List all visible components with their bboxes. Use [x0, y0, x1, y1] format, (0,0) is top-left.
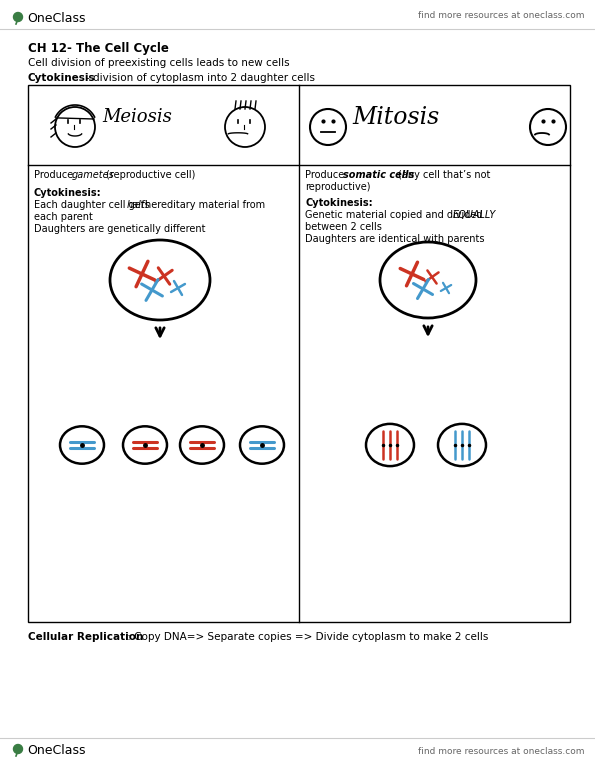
Text: - division of cytoplasm into 2 daughter cells: - division of cytoplasm into 2 daughter … [86, 73, 315, 83]
Text: between 2 cells: between 2 cells [305, 222, 382, 232]
Text: Cell division of preexisting cells leads to new cells: Cell division of preexisting cells leads… [28, 58, 290, 68]
Text: (any cell that’s not: (any cell that’s not [398, 170, 490, 180]
Text: OneClass: OneClass [27, 745, 86, 758]
Text: Cytokinesis:: Cytokinesis: [34, 188, 102, 198]
Text: Cellular Replication: Cellular Replication [28, 632, 143, 642]
Text: : Copy DNA=> Separate copies => Divide cytoplasm to make 2 cells: : Copy DNA=> Separate copies => Divide c… [124, 632, 488, 642]
Text: CH 12- The Cell Cycle: CH 12- The Cell Cycle [28, 42, 169, 55]
Text: gametes: gametes [72, 170, 115, 180]
Text: Each daughter cell gets: Each daughter cell gets [34, 200, 153, 210]
Text: Genetic material copied and divided: Genetic material copied and divided [305, 210, 486, 220]
Text: (reproductive cell): (reproductive cell) [106, 170, 195, 180]
Text: Mitosis: Mitosis [352, 105, 439, 129]
Text: find more resources at oneclass.com: find more resources at oneclass.com [418, 12, 585, 21]
Bar [28, 85, 570, 622]
Text: Cytokinesis: Cytokinesis [28, 73, 96, 83]
Text: somatic cells: somatic cells [343, 170, 414, 180]
Text: EQUALLY: EQUALLY [453, 210, 496, 220]
Text: Produce: Produce [305, 170, 347, 180]
Text: each parent: each parent [34, 212, 93, 222]
Text: Meiosis: Meiosis [102, 108, 172, 126]
Text: OneClass: OneClass [27, 12, 86, 25]
Text: hereditary material from: hereditary material from [145, 200, 265, 210]
Text: Daughters are identical with parents: Daughters are identical with parents [305, 234, 484, 244]
Text: half: half [127, 200, 145, 210]
Circle shape [14, 745, 23, 754]
Text: Cytokinesis:: Cytokinesis: [305, 198, 372, 208]
Circle shape [14, 12, 23, 22]
Text: Produce: Produce [34, 170, 76, 180]
Text: Daughters are genetically different: Daughters are genetically different [34, 224, 205, 234]
Text: reproductive): reproductive) [305, 182, 371, 192]
Text: find more resources at oneclass.com: find more resources at oneclass.com [418, 748, 585, 756]
